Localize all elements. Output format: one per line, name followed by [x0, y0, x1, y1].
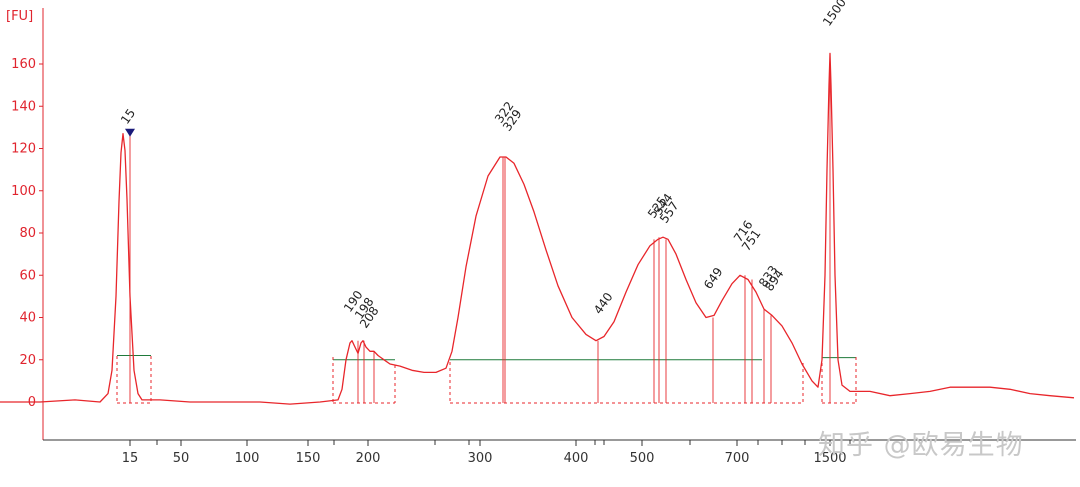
x-tick-label: 700: [725, 451, 750, 466]
chart-frame: [42, 8, 1076, 441]
x-tick-label: 300: [468, 451, 493, 466]
y-tick-label: 160: [11, 57, 36, 72]
x-axis: 15 50 100 150 200 300 400 500 700 1500: [122, 440, 851, 466]
series-group: [0, 52, 1075, 405]
y-axis: [FU] 0 20 40 60 80 100 120 140 160: [6, 9, 43, 410]
peak-label: 440: [591, 290, 616, 317]
x-tick-label: 50: [173, 451, 190, 466]
y-tick-label: 0: [28, 395, 36, 410]
y-tick-label: 100: [11, 184, 36, 199]
peak-markers: 1519019820832232944052554455764971675183…: [118, 0, 849, 403]
x-tick-label: 15: [122, 451, 139, 466]
y-tick-label: 120: [11, 142, 36, 157]
y-tick-label: 40: [19, 311, 36, 326]
y-tick-label: 80: [19, 226, 36, 241]
x-tick-label: 1500: [813, 451, 846, 466]
y-tick-label: 20: [19, 353, 36, 368]
x-tick-label: 150: [296, 451, 321, 466]
series-line: [0, 52, 1075, 405]
peak-label: 649: [701, 265, 726, 292]
y-axis-unit-label: [FU]: [6, 9, 33, 24]
y-tick-label: 140: [11, 99, 36, 114]
y-tick-label: 60: [19, 268, 36, 283]
x-tick-label: 500: [630, 451, 655, 466]
peak-marker-triangle: [125, 128, 135, 137]
x-tick-label: 400: [564, 451, 589, 466]
peak-label: 1500: [820, 0, 849, 29]
x-tick-label: 100: [235, 451, 260, 466]
watermark-text: 知乎 @欧易生物: [818, 430, 1024, 461]
peak-label: 15: [118, 106, 138, 127]
x-tick-label: 200: [356, 451, 381, 466]
